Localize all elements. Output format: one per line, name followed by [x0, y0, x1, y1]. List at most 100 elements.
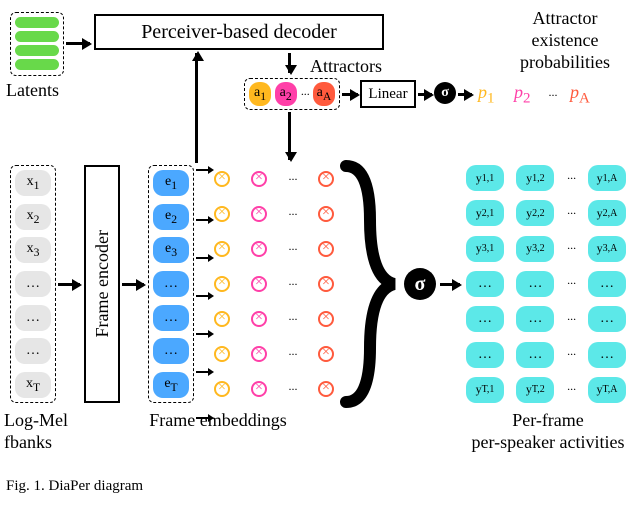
arrow-sigma-activities: [440, 283, 460, 286]
otimes-icon: [251, 346, 267, 362]
otimes-icon: [214, 206, 230, 222]
a2-text: a2: [280, 85, 292, 103]
act-cell: y3,1: [466, 236, 504, 262]
attractors-label: Attractors: [310, 56, 382, 77]
emb-dots: …: [153, 271, 189, 297]
act-dots: ···: [567, 312, 576, 327]
otimes-icon: [318, 171, 334, 187]
arrow-emb-decoder: [195, 53, 198, 163]
act-cell: yT,1: [466, 377, 504, 403]
emb-e1: e1: [153, 170, 189, 196]
otimes-dots: ···: [288, 172, 297, 187]
logmel-dots: …: [15, 271, 51, 297]
curly-brace-icon: [340, 160, 400, 408]
otimes-dots: ···: [288, 312, 297, 327]
activities-grid: y1,1 y1,2 ··· y1,A y2,1 y2,2 ··· y2,A y3…: [466, 165, 626, 403]
latent-pill: [15, 31, 59, 42]
otimes-dots: ···: [288, 382, 297, 397]
prob-title-2: existence: [510, 30, 620, 51]
prob-title-1: Attractor: [510, 8, 620, 29]
prob-dots: ···: [548, 88, 557, 103]
latents-label: Latents: [6, 80, 59, 101]
logmel-x2: x2: [15, 204, 51, 230]
arrow-decoder-attractors: [288, 53, 291, 73]
otimes-dots: ···: [288, 277, 297, 292]
act-cell: yT,A: [588, 377, 626, 403]
logmel-label-2: fbanks: [4, 432, 52, 453]
act-dots: ···: [567, 241, 576, 256]
linear-text: Linear: [368, 86, 407, 103]
decoder-box: Perceiver-based decoder: [94, 14, 384, 50]
prob-p1: p1: [478, 82, 495, 108]
logmel-dots: …: [15, 338, 51, 364]
latent-pill: [15, 17, 59, 28]
act-dots: ···: [567, 347, 576, 362]
otimes-icon: [214, 241, 230, 257]
act-cell: …: [516, 342, 554, 368]
act-cell: …: [588, 271, 626, 297]
act-cell: y2,2: [516, 200, 554, 226]
act-cell: y3,2: [516, 236, 554, 262]
act-label-2: per-speaker activities: [448, 432, 640, 453]
act-cell: y1,2: [516, 165, 554, 191]
act-cell: y1,A: [588, 165, 626, 191]
emb-dots: …: [153, 305, 189, 331]
logmel-xT: xT: [15, 372, 51, 398]
act-dots: ···: [567, 206, 576, 221]
otimes-icon: [214, 346, 230, 362]
emb-e3: e3: [153, 237, 189, 263]
otimes-icon: [318, 206, 334, 222]
act-cell: y3,A: [588, 236, 626, 262]
decoder-text: Perceiver-based decoder: [141, 21, 337, 44]
arrow-sigma-probs: [458, 93, 472, 96]
otimes-dots: ···: [288, 347, 297, 362]
act-cell: …: [516, 271, 554, 297]
sigma-symbol-2: σ: [415, 273, 426, 296]
frame-encoder-text: Frame encoder: [92, 230, 113, 337]
otimes-icon: [318, 311, 334, 327]
frame-encoder-box: Frame encoder: [84, 165, 120, 403]
sigma-circle-1: σ: [434, 82, 456, 104]
emb-eT: eT: [153, 372, 189, 398]
act-cell: …: [588, 306, 626, 332]
otimes-icon: [318, 241, 334, 257]
otimes-icon: [214, 381, 230, 397]
otimes-icon: [318, 276, 334, 292]
figure-caption: Fig. 1. DiaPer diagram: [6, 478, 143, 495]
otimes-icon: [214, 276, 230, 292]
otimes-dots: ···: [288, 207, 297, 222]
logmel-box: x1 x2 x3 … … … xT: [10, 165, 56, 403]
act-cell: …: [466, 271, 504, 297]
a1-text: a1: [254, 85, 266, 103]
act-cell: …: [516, 306, 554, 332]
attractors-box: a1 a2 ··· aA: [244, 78, 340, 110]
prob-p2: p2: [514, 82, 531, 108]
otimes-icon: [251, 276, 267, 292]
emb-e2: e2: [153, 204, 189, 230]
logmel-x3: x3: [15, 237, 51, 263]
attractor-dots: ···: [300, 87, 309, 102]
attractor-a1: a1: [249, 82, 271, 106]
act-dots: ···: [567, 382, 576, 397]
otimes-icon: [214, 311, 230, 327]
arrow-attr-grid: [288, 112, 291, 160]
act-dots: ···: [567, 171, 576, 186]
act-cell: …: [466, 342, 504, 368]
latent-pill: [15, 59, 59, 70]
logmel-label-1: Log-Mel: [4, 410, 68, 431]
prob-title-3: probabilities: [510, 52, 620, 73]
otimes-icon: [318, 381, 334, 397]
logmel-x1: x1: [15, 170, 51, 196]
arrow-attr-linear: [342, 93, 358, 96]
otimes-icon: [251, 381, 267, 397]
aA-text: aA: [317, 85, 332, 103]
arrow-logmel-encoder: [58, 283, 80, 286]
latent-pill: [15, 45, 59, 56]
otimes-dots: ···: [288, 242, 297, 257]
otimes-grid: ··· ··· ··· ··· ··· ··· ···: [214, 169, 334, 399]
arrow-encoder-emb: [122, 283, 144, 286]
otimes-icon: [251, 311, 267, 327]
otimes-icon: [251, 171, 267, 187]
act-dots: ···: [567, 276, 576, 291]
emb-to-otimes-arrows: [196, 169, 212, 399]
